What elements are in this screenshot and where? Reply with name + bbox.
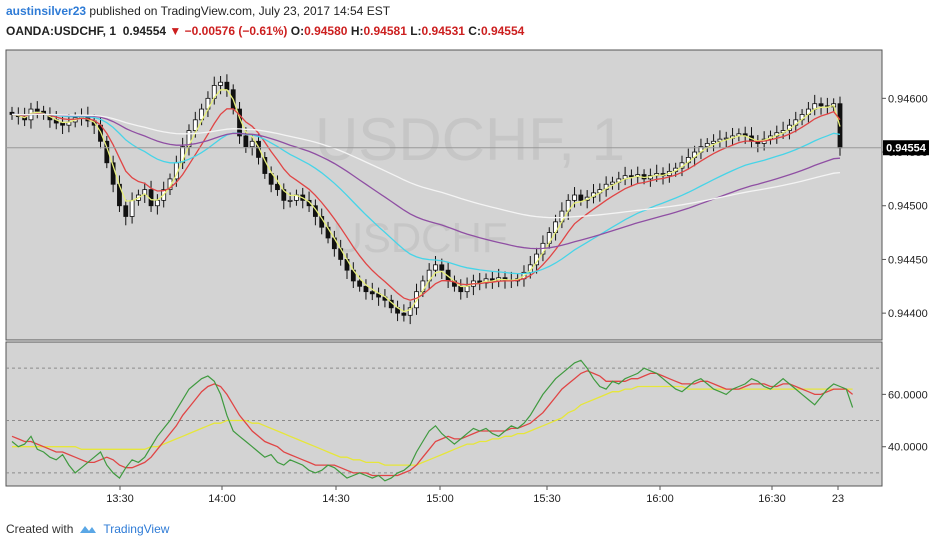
time-tick-label: 15:30 xyxy=(533,493,561,505)
candle-body xyxy=(433,264,438,271)
candle-body xyxy=(224,81,230,91)
candle-body xyxy=(369,291,375,295)
close-value: 0.94554 xyxy=(480,24,525,38)
moving-averages xyxy=(11,89,841,313)
price-tick-label: 0.94600 xyxy=(888,93,928,105)
time-tick-label: 13:30 xyxy=(106,493,134,505)
time-axis: 13:30 14:00 14:30 15:00 15:30 16:00 16:30 23 xyxy=(106,486,844,505)
price-tick-label: 0.94500 xyxy=(888,201,928,213)
candle-body xyxy=(464,285,470,293)
candle-body xyxy=(34,108,40,112)
time-tick-label: 16:00 xyxy=(646,493,674,505)
time-tick-label: 14:00 xyxy=(208,493,236,505)
time-tick-label: 14:30 xyxy=(322,493,350,505)
candle-body xyxy=(256,140,261,158)
time-tick-label: 15:00 xyxy=(426,493,454,505)
ema-cyan-line xyxy=(11,113,841,275)
time-tick-label: 23 xyxy=(832,493,844,505)
price-tick-label: 0.94400 xyxy=(888,308,928,320)
candle-body xyxy=(275,183,280,191)
candle-body xyxy=(711,140,716,144)
rsi-signal-line xyxy=(11,370,854,477)
candle-body xyxy=(439,264,445,271)
ema-red-line xyxy=(11,108,841,301)
candle-body xyxy=(60,122,65,126)
symbol-label: OANDA:USDCHF, 1 xyxy=(6,24,117,38)
last-price-tag-label: 0.94554 xyxy=(886,143,927,155)
candle-body xyxy=(306,199,312,207)
candle-body xyxy=(249,140,255,148)
price-chart[interactable]: USDCHF, 1 USDCHF 0.946000.945500.945000.… xyxy=(0,0,932,520)
candle-body xyxy=(610,181,615,185)
candle-body xyxy=(142,189,148,196)
candle-body xyxy=(154,199,160,207)
rsi-tick-label: 60.0000 xyxy=(888,389,928,401)
candle-body xyxy=(629,175,634,178)
ema-fast-line xyxy=(11,89,841,313)
ema-white-line xyxy=(11,113,841,219)
candle-body xyxy=(578,194,584,201)
author-link[interactable]: austinsilver23 xyxy=(6,4,87,18)
candle-body xyxy=(123,205,129,217)
candle-body xyxy=(287,199,293,202)
ohlc-legend: OANDA:USDCHF, 1 0.94554 ▼ −0.00576 (−0.6… xyxy=(6,24,525,38)
rsi-line xyxy=(11,359,854,482)
rsi-panel-bg xyxy=(6,342,882,486)
tradingview-link[interactable]: TradingView xyxy=(103,522,170,536)
publish-info: austinsilver23 published on TradingView.… xyxy=(6,4,390,18)
candle-body xyxy=(243,135,249,148)
last-price: 0.94554 xyxy=(122,24,167,38)
time-tick-label: 16:30 xyxy=(758,493,786,505)
published-text: published on TradingView.com, July 23, 2… xyxy=(89,4,391,18)
last-price-tag xyxy=(883,140,929,156)
rsi-slow-line xyxy=(12,385,853,466)
rsi-levels xyxy=(6,367,882,474)
low-value: 0.94531 xyxy=(421,24,465,38)
candle-body xyxy=(407,307,413,316)
price-tick-label: 0.94450 xyxy=(888,254,928,266)
rsi-axis: 60.0000 40.0000 xyxy=(882,389,928,454)
price-change: ▼ −0.00576 (−0.61%) xyxy=(169,24,288,38)
footer: Created with TradingView xyxy=(6,522,169,536)
ema-purple-line xyxy=(11,113,841,250)
candle-body xyxy=(572,194,577,201)
candle-body xyxy=(268,173,274,185)
candle-body xyxy=(218,81,223,86)
candle-body xyxy=(818,103,824,107)
rsi-tick-label: 40.0000 xyxy=(888,442,928,454)
candle-body xyxy=(129,199,135,217)
tradingview-logo-icon xyxy=(80,526,97,533)
candle-body xyxy=(363,285,369,293)
created-with-label: Created with xyxy=(6,522,74,536)
open-value: 0.94580 xyxy=(304,24,348,38)
candle-body xyxy=(357,280,363,287)
candle-body xyxy=(192,119,198,131)
candle-body xyxy=(401,312,407,316)
candle-body xyxy=(704,143,710,148)
rsi-lines xyxy=(11,359,854,482)
watermark-main: USDCHF, 1 xyxy=(315,106,625,173)
high-value: 0.94581 xyxy=(363,24,407,38)
